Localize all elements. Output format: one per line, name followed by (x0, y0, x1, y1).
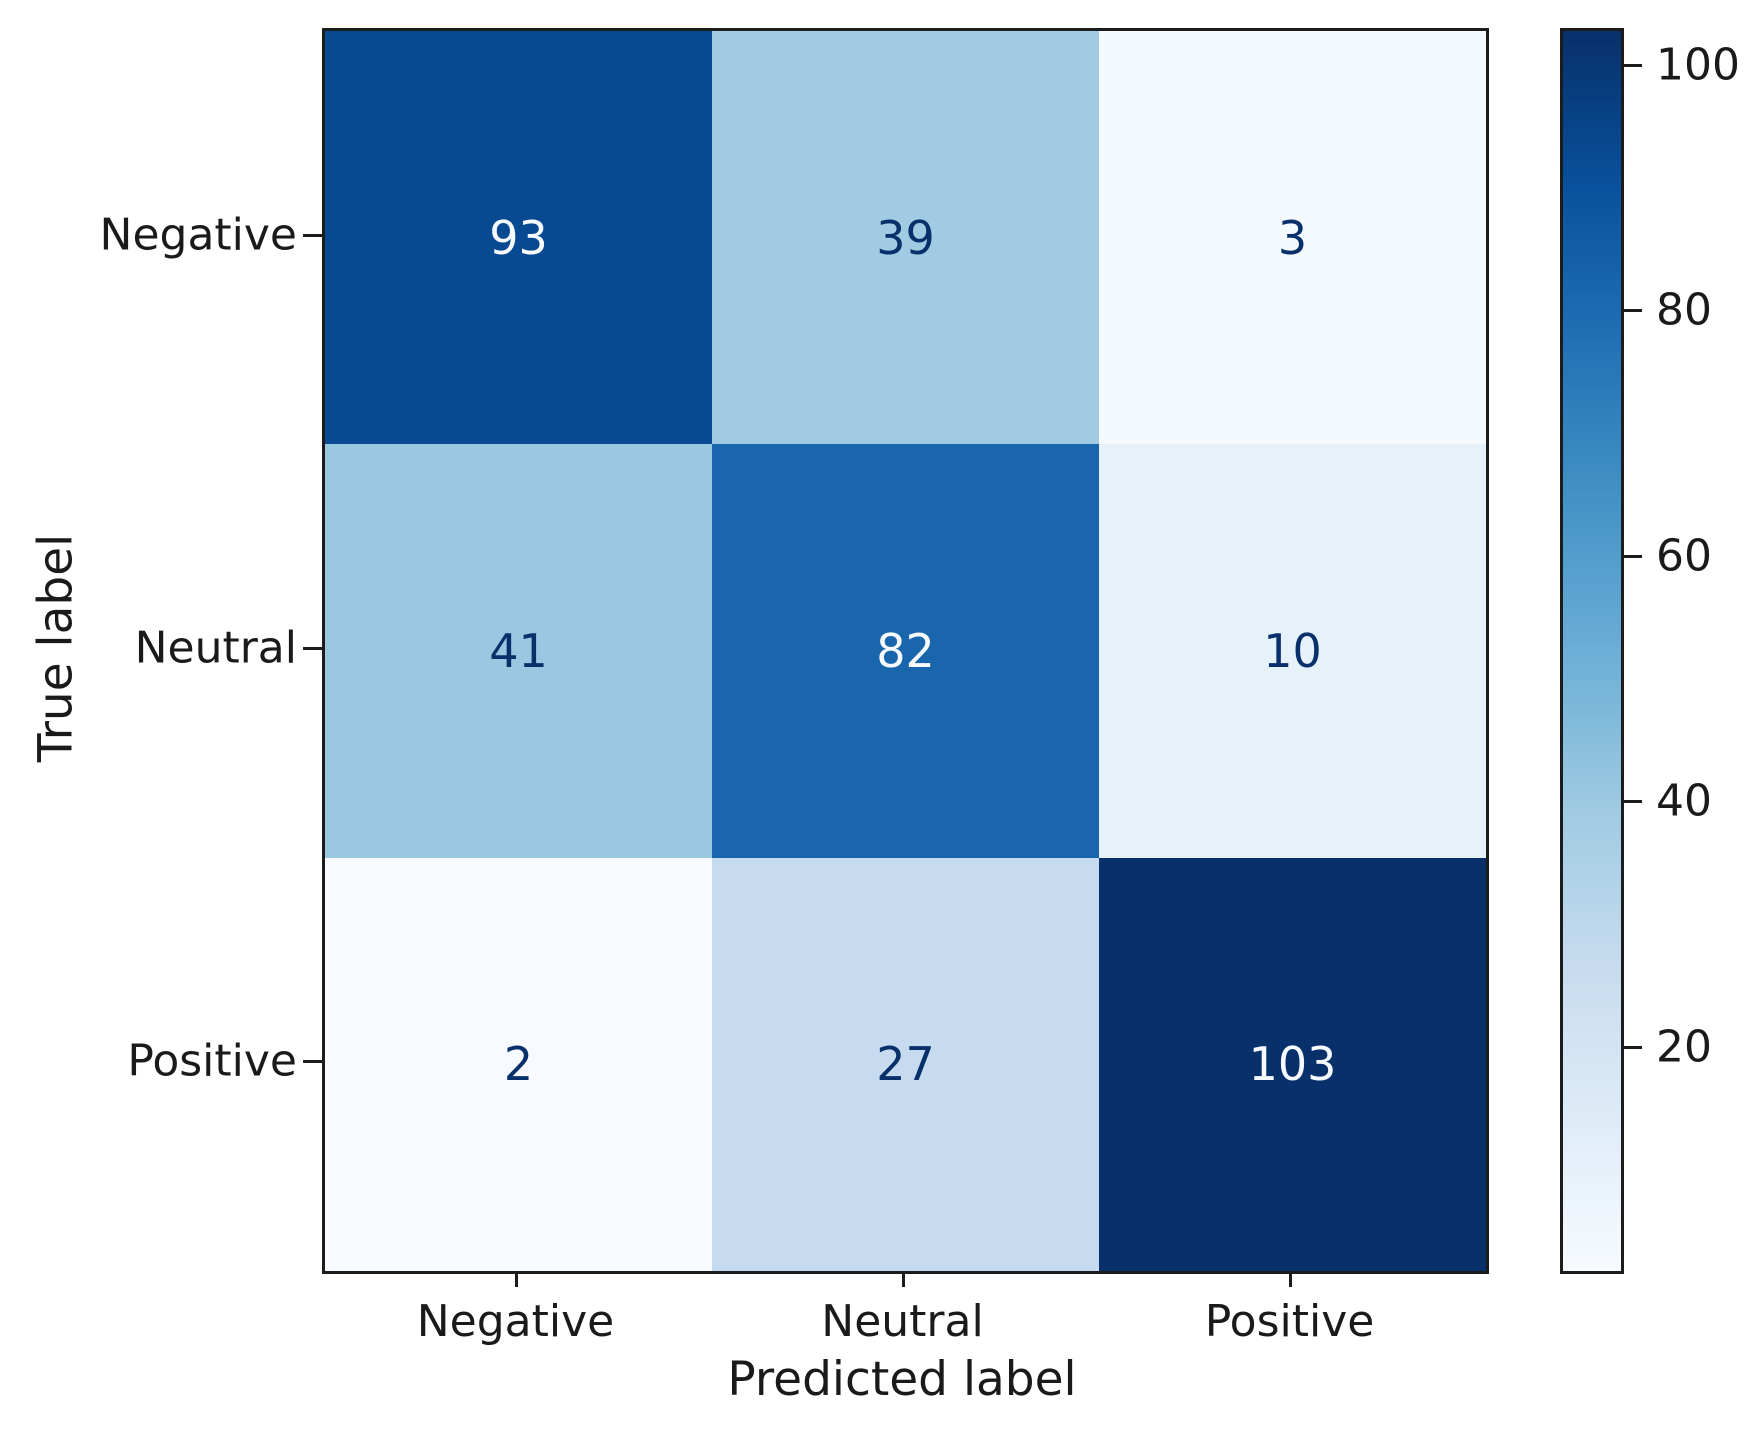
colorbar-tick-mark (1624, 554, 1642, 558)
matrix-cell-negative-negative: 93 (325, 31, 712, 445)
matrix-cell-positive-negative: 2 (325, 857, 712, 1271)
y-tick-mark (303, 233, 322, 237)
colorbar-tick-label-100: 100 (1656, 39, 1740, 91)
matrix-cell-neutral-neutral: 82 (712, 444, 1099, 858)
x-tick-mark (901, 1271, 905, 1287)
confusion-matrix-grid: 93 39 3 41 82 10 2 27 103 (325, 31, 1486, 1271)
x-tick-mark (1288, 1271, 1292, 1287)
y-tick-label-neutral: Neutral (134, 622, 297, 674)
heatmap-plot-area: 93 39 3 41 82 10 2 27 103 (322, 28, 1489, 1274)
colorbar-tick-mark (1624, 1046, 1642, 1049)
colorbar-tick-label-40: 40 (1656, 775, 1712, 827)
colorbar (1560, 28, 1624, 1274)
colorbar-tick-label-60: 60 (1656, 530, 1712, 582)
x-tick-label-negative: Negative (416, 1296, 615, 1347)
y-tick-mark (303, 647, 322, 650)
colorbar-tick-label-80: 80 (1656, 284, 1712, 336)
x-tick-label-neutral: Neutral (821, 1296, 984, 1347)
colorbar-tick-mark (1624, 800, 1642, 804)
matrix-cell-neutral-negative: 41 (325, 444, 712, 858)
y-tick-mark (303, 1060, 322, 1064)
colorbar-tick-mark (1624, 309, 1642, 313)
colorbar-tick-mark (1624, 63, 1642, 67)
y-axis-title: True label (28, 533, 84, 763)
matrix-cell-negative-neutral: 39 (712, 31, 1099, 445)
x-axis-title: Predicted label (727, 1352, 1077, 1407)
x-tick-label-positive: Positive (1204, 1296, 1375, 1347)
x-tick-mark (514, 1271, 518, 1287)
matrix-cell-neutral-positive: 10 (1099, 444, 1486, 858)
matrix-cell-positive-positive: 103 (1099, 857, 1486, 1271)
matrix-cell-negative-positive: 3 (1099, 31, 1486, 445)
colorbar-tick-label-20: 20 (1656, 1021, 1712, 1073)
y-tick-label-negative: Negative (99, 209, 297, 261)
y-tick-label-positive: Positive (127, 1035, 297, 1087)
matrix-cell-positive-neutral: 27 (712, 857, 1099, 1271)
